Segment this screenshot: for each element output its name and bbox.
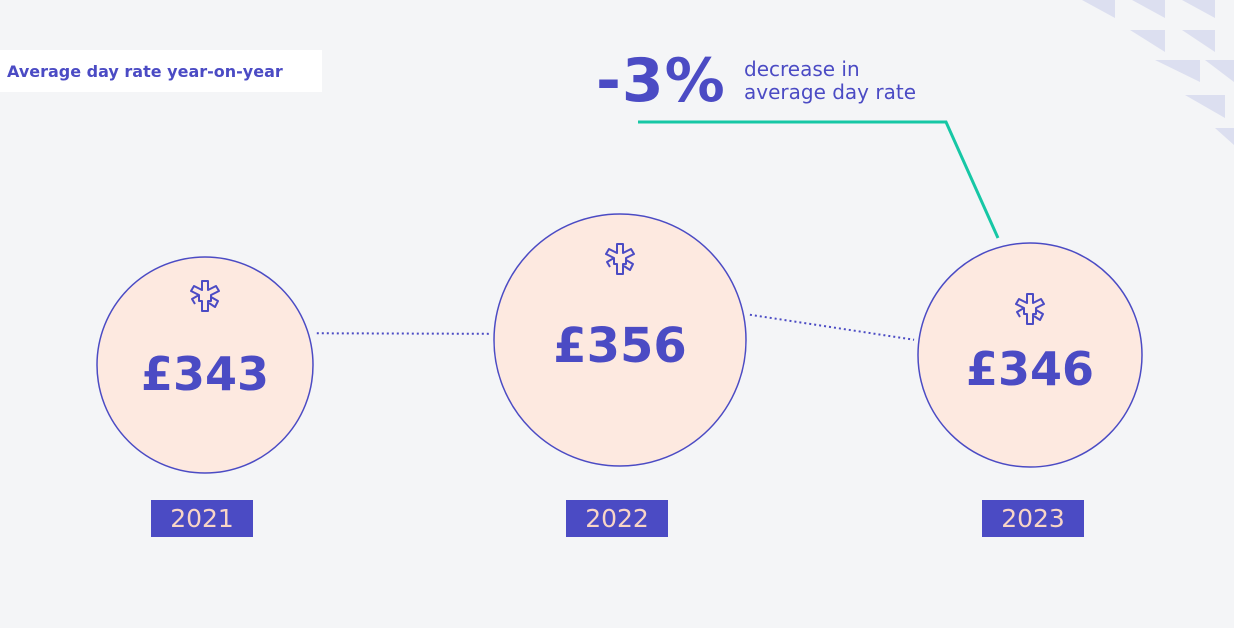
value-label-2023: £346 bbox=[965, 342, 1095, 396]
year-badge-2021: 2021 bbox=[151, 500, 253, 537]
dotted-connector-1 bbox=[316, 332, 491, 335]
callout-line-1: decrease in bbox=[744, 57, 860, 81]
bubble-2022 bbox=[493, 213, 747, 467]
bubble-group bbox=[96, 213, 1143, 474]
bubble-2021 bbox=[96, 256, 314, 474]
year-badge-2023: 2023 bbox=[982, 500, 1084, 537]
callout-line-2: average day rate bbox=[744, 80, 917, 104]
title-box: Average day rate year-on-year bbox=[0, 50, 322, 92]
medical-staff-icon bbox=[605, 243, 635, 275]
medical-staff-icon bbox=[190, 280, 220, 312]
dotted-connector-2 bbox=[749, 313, 915, 341]
dotted-connectors bbox=[316, 313, 915, 341]
year-badge-2022: 2022 bbox=[566, 500, 668, 537]
decorative-triangles bbox=[1082, 0, 1234, 145]
value-label-2022: £356 bbox=[553, 318, 687, 374]
callout-connector-line bbox=[638, 120, 1000, 239]
bubble-2023 bbox=[917, 242, 1143, 468]
callout-description: decrease in average day rate bbox=[744, 58, 974, 104]
chart-title: Average day rate year-on-year bbox=[7, 61, 283, 81]
medical-staff-icon bbox=[1015, 293, 1045, 325]
callout-percentage: -3% bbox=[596, 46, 726, 116]
value-label-2021: £343 bbox=[140, 347, 270, 401]
